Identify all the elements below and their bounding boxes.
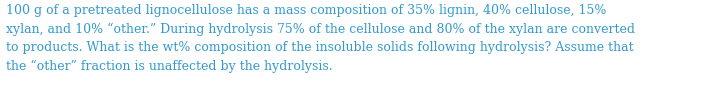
Text: 100 g of a pretreated lignocellulose has a mass composition of 35% lignin, 40% c: 100 g of a pretreated lignocellulose has… bbox=[6, 4, 635, 73]
